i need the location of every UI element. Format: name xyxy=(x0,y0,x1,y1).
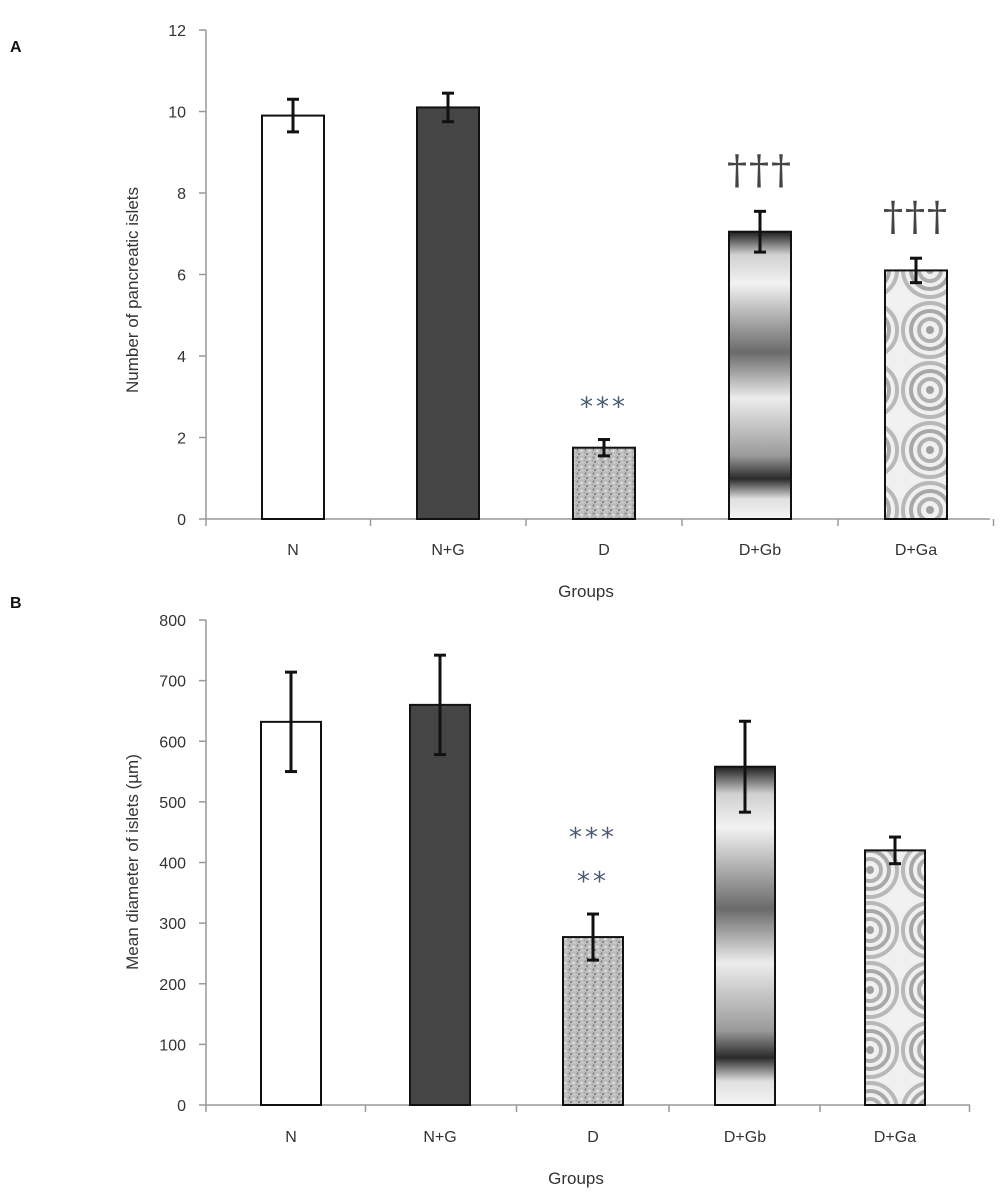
panel-a: A 0 2 4 6 8 10 12 N N+G D D+Gb D+Ga *** ††† ††† Grou… xyxy=(10,23,995,601)
x-tick-label: D+Gb xyxy=(724,1129,766,1146)
bar xyxy=(562,936,624,1106)
panel-a-x-ticks: N N+G D D+Gb D+Ga xyxy=(205,519,995,559)
bar xyxy=(261,114,325,520)
panel-a-bars xyxy=(261,106,948,521)
y-tick-label: 6 xyxy=(177,268,186,285)
significance-label: *** xyxy=(580,393,628,423)
y-tick-label: 800 xyxy=(159,613,186,630)
x-tick-label: D xyxy=(598,542,610,559)
panel-a-annotations: *** ††† ††† xyxy=(580,147,949,423)
panel-b-label: B xyxy=(10,595,22,612)
y-tick-label: 2 xyxy=(177,431,186,448)
bar xyxy=(409,703,471,1106)
y-tick-label: 4 xyxy=(177,349,186,366)
panel-a-x-title: Groups xyxy=(558,582,614,601)
y-tick-label: 600 xyxy=(159,734,186,751)
bar xyxy=(864,849,926,1106)
bar xyxy=(714,765,776,1107)
panel-a-y-title: Number of pancreatic islets xyxy=(123,187,142,393)
y-tick-label: 100 xyxy=(159,1037,186,1054)
x-tick-label: N xyxy=(285,1129,297,1146)
y-tick-label: 8 xyxy=(177,186,186,203)
y-tick-label: 12 xyxy=(168,23,186,40)
x-tick-label: N+G xyxy=(431,542,464,559)
y-tick-label: 0 xyxy=(177,1098,186,1115)
panel-a-label: A xyxy=(10,39,22,56)
panel-b-y-ticks: 0 100 200 300 400 500 600 700 800 xyxy=(159,613,206,1115)
significance-label: ††† xyxy=(883,194,949,240)
bar xyxy=(572,446,636,520)
panel-b: B 0 100 200 300 400 500 600 700 800 N N+G D D+Gb D+G… xyxy=(10,595,971,1188)
panel-a-error-bars xyxy=(287,91,922,458)
panel-b-bars xyxy=(260,703,926,1107)
x-tick-label: D+Ga xyxy=(874,1129,916,1146)
x-tick-label: N+G xyxy=(423,1129,456,1146)
y-tick-label: 400 xyxy=(159,856,186,873)
y-tick-label: 700 xyxy=(159,674,186,691)
significance-label: ††† xyxy=(727,147,793,193)
bar xyxy=(728,230,792,520)
panel-b-x-ticks: N N+G D D+Gb D+Ga xyxy=(205,1105,971,1146)
x-tick-label: D+Ga xyxy=(895,542,937,559)
panel-a-y-ticks: 0 2 4 6 8 10 12 xyxy=(168,23,206,529)
y-tick-label: 300 xyxy=(159,916,186,933)
bar xyxy=(260,720,322,1106)
bar xyxy=(884,269,948,520)
panel-b-y-title: Mean diameter of islets (µm) xyxy=(123,754,142,970)
y-tick-label: 200 xyxy=(159,977,186,994)
x-tick-label: N xyxy=(287,542,299,559)
y-tick-label: 0 xyxy=(177,512,186,529)
significance-label: *** xyxy=(569,823,617,853)
y-tick-label: 10 xyxy=(168,105,186,122)
significance-label: ** xyxy=(577,867,609,897)
y-tick-label: 500 xyxy=(159,795,186,812)
panel-b-error-bars xyxy=(285,653,901,962)
x-tick-label: D+Gb xyxy=(739,542,781,559)
bar xyxy=(416,106,480,521)
panel-b-annotations: ***** xyxy=(569,823,617,897)
x-tick-label: D xyxy=(587,1129,599,1146)
panel-b-x-title: Groups xyxy=(548,1169,604,1188)
